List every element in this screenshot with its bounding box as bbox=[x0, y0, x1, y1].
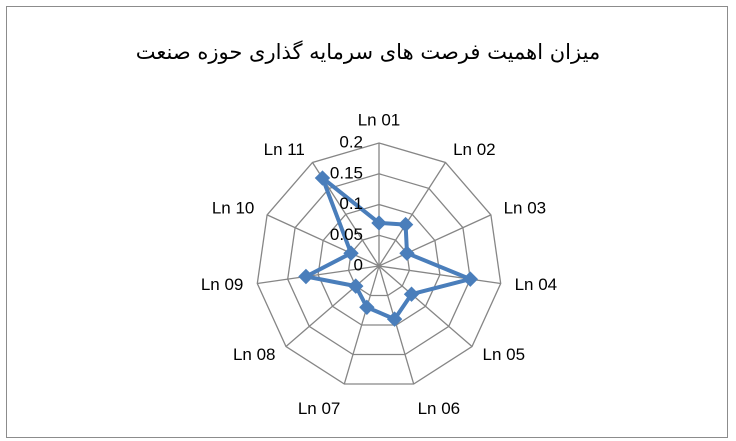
grid-spoke bbox=[378, 162, 447, 267]
grid-spoke bbox=[257, 265, 380, 285]
category-label: Ln 04 bbox=[515, 275, 558, 294]
data-point bbox=[348, 278, 364, 294]
grid-spoke bbox=[378, 265, 473, 347]
data-point bbox=[359, 299, 375, 316]
data-point bbox=[298, 268, 314, 285]
data-point bbox=[397, 216, 414, 233]
grid-ring bbox=[287, 173, 471, 356]
category-label: Ln 02 bbox=[453, 140, 496, 159]
category-label: Ln 01 bbox=[358, 110, 401, 129]
grid-spoke bbox=[285, 265, 380, 347]
grid-spoke bbox=[378, 265, 501, 285]
category-label: Ln 11 bbox=[264, 140, 305, 159]
grid-spoke bbox=[343, 265, 380, 385]
grid-spoke bbox=[266, 214, 380, 267]
data-point bbox=[462, 271, 479, 287]
radial-tick-label: 0.2 bbox=[339, 132, 363, 151]
grid-spoke bbox=[378, 214, 492, 267]
grid-ring bbox=[317, 203, 441, 326]
chart-frame bbox=[6, 6, 728, 438]
grid-ring bbox=[256, 142, 502, 385]
category-label: Ln 06 bbox=[418, 399, 461, 418]
data-point bbox=[314, 170, 331, 186]
radial-tick-label: 0.1 bbox=[339, 194, 363, 213]
category-label: Ln 07 bbox=[298, 399, 341, 418]
radial-tick-label: 0.05 bbox=[330, 225, 363, 244]
chart-title: میزان اهمیت فرصت های سرمایه گذاری حوزه ص… bbox=[135, 40, 601, 64]
radial-tick-label: 0.15 bbox=[330, 163, 363, 182]
radial-tick-label: 0 bbox=[354, 255, 363, 274]
category-label: Ln 03 bbox=[504, 199, 547, 218]
data-point bbox=[371, 215, 387, 231]
category-label: Ln 09 bbox=[201, 275, 244, 294]
data-point bbox=[343, 245, 359, 261]
data-point bbox=[403, 286, 420, 302]
category-label: Ln 08 bbox=[233, 345, 276, 364]
category-label: Ln 10 bbox=[212, 199, 255, 218]
category-label: Ln 05 bbox=[483, 345, 526, 364]
data-point bbox=[386, 311, 403, 327]
data-point bbox=[399, 245, 415, 261]
